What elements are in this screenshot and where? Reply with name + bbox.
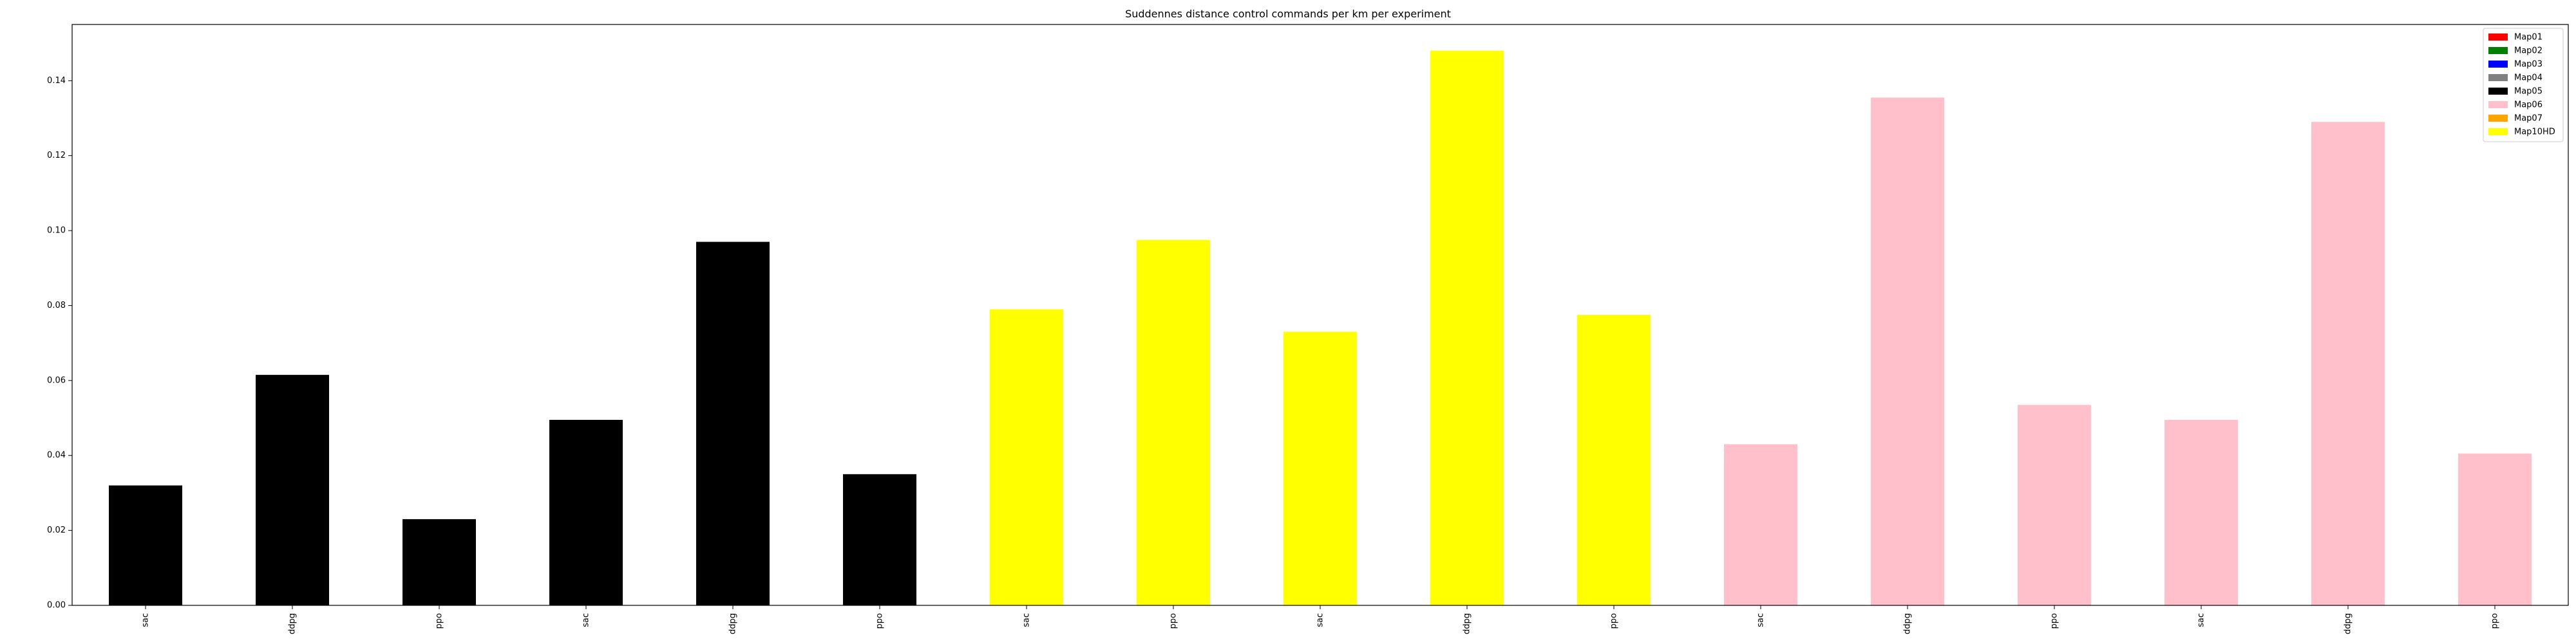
bar-8 [1137,240,1210,605]
y-tick-label-5: 0.08 [47,301,66,310]
x-tick-label-8: ppo [1169,613,1179,629]
legend-swatch-6 [2488,101,2508,108]
legend-swatch-3 [2488,61,2508,68]
x-tick-label-16: ddpg [2344,613,2353,634]
bar-9 [1283,332,1357,605]
legend-label-8: Map10HD [2514,128,2555,137]
y-axis: 0.00 0.02 0.04 0.06 0.08 0.10 0.12 0.14 [47,76,72,611]
legend: Map01 Map02 Map03 Map04 Map05 Map06 Map07 Map10… [2483,28,2564,142]
x-axis: sac ddpg ppo sac ddpg ppo sac ppo sac ddpg ppo sac d… [141,605,2500,634]
legend-swatch-8 [2488,128,2508,135]
bar-16 [2311,122,2385,605]
legend-swatch-5 [2488,88,2508,95]
bar-1 [109,485,182,605]
legend-box [2483,28,2564,142]
x-tick-label-7: sac [1022,613,1032,627]
bar-7 [990,309,1063,605]
bar-12 [1724,444,1797,605]
bars-group [109,50,2532,606]
chart-title: Suddennes distance control commands per … [1125,8,1451,20]
legend-label-6: Map06 [2514,100,2543,110]
y-tick-label-8: 0.14 [47,76,66,86]
x-tick-label-4: sac [582,613,591,627]
bar-3 [402,519,476,605]
bar-6 [843,474,916,605]
x-tick-label-12: sac [1756,613,1766,627]
legend-label-2: Map02 [2514,46,2543,56]
x-tick-label-3: ppo [435,613,444,629]
x-tick-label-15: sac [2197,613,2206,627]
bar-13 [1871,97,1944,605]
y-tick-label-4: 0.06 [47,375,66,385]
y-tick-label-3: 0.04 [47,451,66,460]
legend-label-7: Map07 [2514,114,2543,124]
legend-label-5: Map05 [2514,87,2543,97]
bar-4 [549,419,623,605]
y-tick-label-1: 0.00 [47,601,66,611]
plot-frame [71,24,2569,606]
bar-17 [2458,453,2532,605]
legend-label-1: Map01 [2514,33,2543,43]
bar-14 [2018,404,2091,605]
legend-swatch-1 [2488,33,2508,41]
x-tick-label-9: sac [1316,613,1325,627]
x-tick-label-10: ddpg [1463,613,1472,634]
x-tick-label-1: sac [141,613,151,627]
y-tick-label-6: 0.10 [47,226,66,236]
x-tick-label-6: ppo [875,613,885,629]
bar-2 [256,375,329,605]
legend-label-4: Map04 [2514,73,2543,83]
y-tick-label-7: 0.12 [47,151,66,160]
x-tick-label-13: ddpg [1903,613,1913,634]
bar-10 [1430,50,1504,606]
x-tick-label-17: ppo [2490,613,2500,629]
legend-swatch-7 [2488,115,2508,122]
legend-swatch-2 [2488,47,2508,54]
legend-swatch-4 [2488,74,2508,81]
bar-5 [696,242,770,605]
bar-15 [2164,419,2238,605]
x-tick-label-5: ddpg [728,613,738,634]
legend-label-3: Map03 [2514,60,2543,70]
x-tick-label-14: ppo [2050,613,2060,629]
x-tick-label-11: ppo [1609,613,1619,629]
x-tick-label-2: ddpg [288,613,298,634]
y-tick-label-2: 0.02 [47,526,66,535]
bar-11 [1577,315,1651,605]
